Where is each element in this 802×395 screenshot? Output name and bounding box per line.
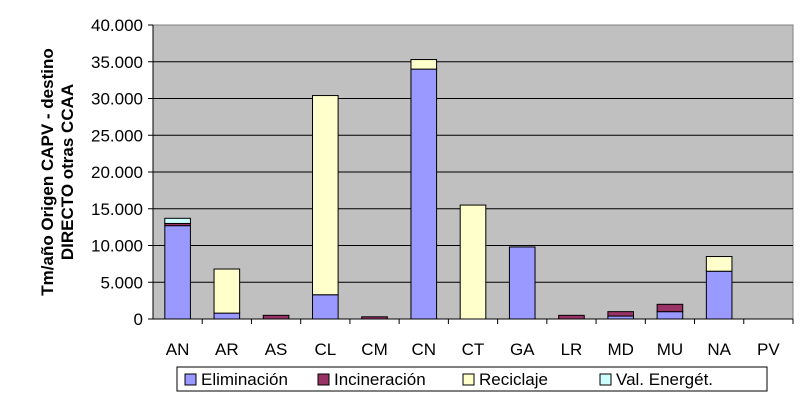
bar-segment bbox=[508, 246, 536, 320]
bar-segment bbox=[705, 256, 733, 272]
bar-segment bbox=[459, 204, 487, 320]
x-tick-label: CL bbox=[314, 340, 336, 359]
y-tick-label: 25.000 bbox=[91, 126, 143, 145]
bar-segment bbox=[213, 268, 241, 314]
bars bbox=[164, 59, 733, 320]
bar-segment bbox=[656, 311, 684, 320]
legend-swatch bbox=[184, 373, 197, 386]
legend: Eliminación Incineración Reciclaje Val. Ene… bbox=[176, 366, 768, 392]
x-tick-label: AS bbox=[265, 340, 288, 359]
x-tick-label: CT bbox=[462, 340, 485, 359]
x-tick-label: MU bbox=[657, 340, 683, 359]
y-tick-label: 10.000 bbox=[91, 237, 143, 256]
legend-label: Incineración bbox=[334, 370, 426, 389]
y-tick-label: 40.000 bbox=[91, 16, 143, 35]
bar-segment bbox=[312, 95, 339, 296]
x-tick-label: NA bbox=[707, 340, 731, 359]
x-tick-label: GA bbox=[510, 340, 535, 359]
bar-segment bbox=[558, 314, 585, 320]
x-tick-label: CN bbox=[411, 340, 436, 359]
y-tick-label: 5.000 bbox=[100, 273, 143, 292]
x-tick-label: MD bbox=[607, 340, 633, 359]
x-tick-labels: AN AR AS CL CM CN CT GA LR MD MU NA PV bbox=[166, 340, 781, 359]
bar-segment bbox=[410, 59, 438, 70]
x-tick-label: LR bbox=[561, 340, 583, 359]
y-tick-label: 15.000 bbox=[91, 200, 143, 219]
legend-label: Reciclaje bbox=[479, 370, 548, 389]
legend-label: Eliminación bbox=[201, 370, 288, 389]
legend-label: Val. Energét. bbox=[616, 370, 713, 389]
y-tick-label: 35.000 bbox=[91, 53, 143, 72]
axes bbox=[148, 24, 794, 324]
x-tick-label: AR bbox=[215, 340, 239, 359]
legend-swatch bbox=[599, 373, 612, 386]
bar-segment bbox=[410, 68, 438, 320]
x-tick-label: PV bbox=[757, 340, 780, 359]
y-axis-title-line-1: Tm/año Origen CAPV - destino bbox=[38, 48, 57, 295]
bar-segment bbox=[312, 294, 339, 320]
bar-segment bbox=[656, 303, 684, 313]
y-axis-title-line-2: DIRECTO otras CCAA bbox=[58, 84, 77, 260]
bar-segment bbox=[213, 312, 241, 320]
y-tick-label: 0 bbox=[134, 310, 143, 329]
y-tick-labels: 0 5.000 10.000 15.000 20.000 25.000 30.000 35.0… bbox=[91, 16, 143, 329]
legend-swatch bbox=[462, 373, 475, 386]
bar-segment bbox=[705, 270, 733, 320]
bar-segment bbox=[164, 225, 191, 320]
bar-segment bbox=[164, 217, 191, 224]
y-tick-label: 20.000 bbox=[91, 163, 143, 182]
legend-swatch bbox=[317, 373, 330, 386]
gridlines bbox=[153, 61, 793, 283]
bar-segment bbox=[262, 314, 290, 320]
bar-segment bbox=[607, 311, 634, 317]
x-tick-label: CM bbox=[361, 340, 387, 359]
x-tick-label: AN bbox=[166, 340, 190, 359]
y-tick-label: 30.000 bbox=[91, 90, 143, 109]
